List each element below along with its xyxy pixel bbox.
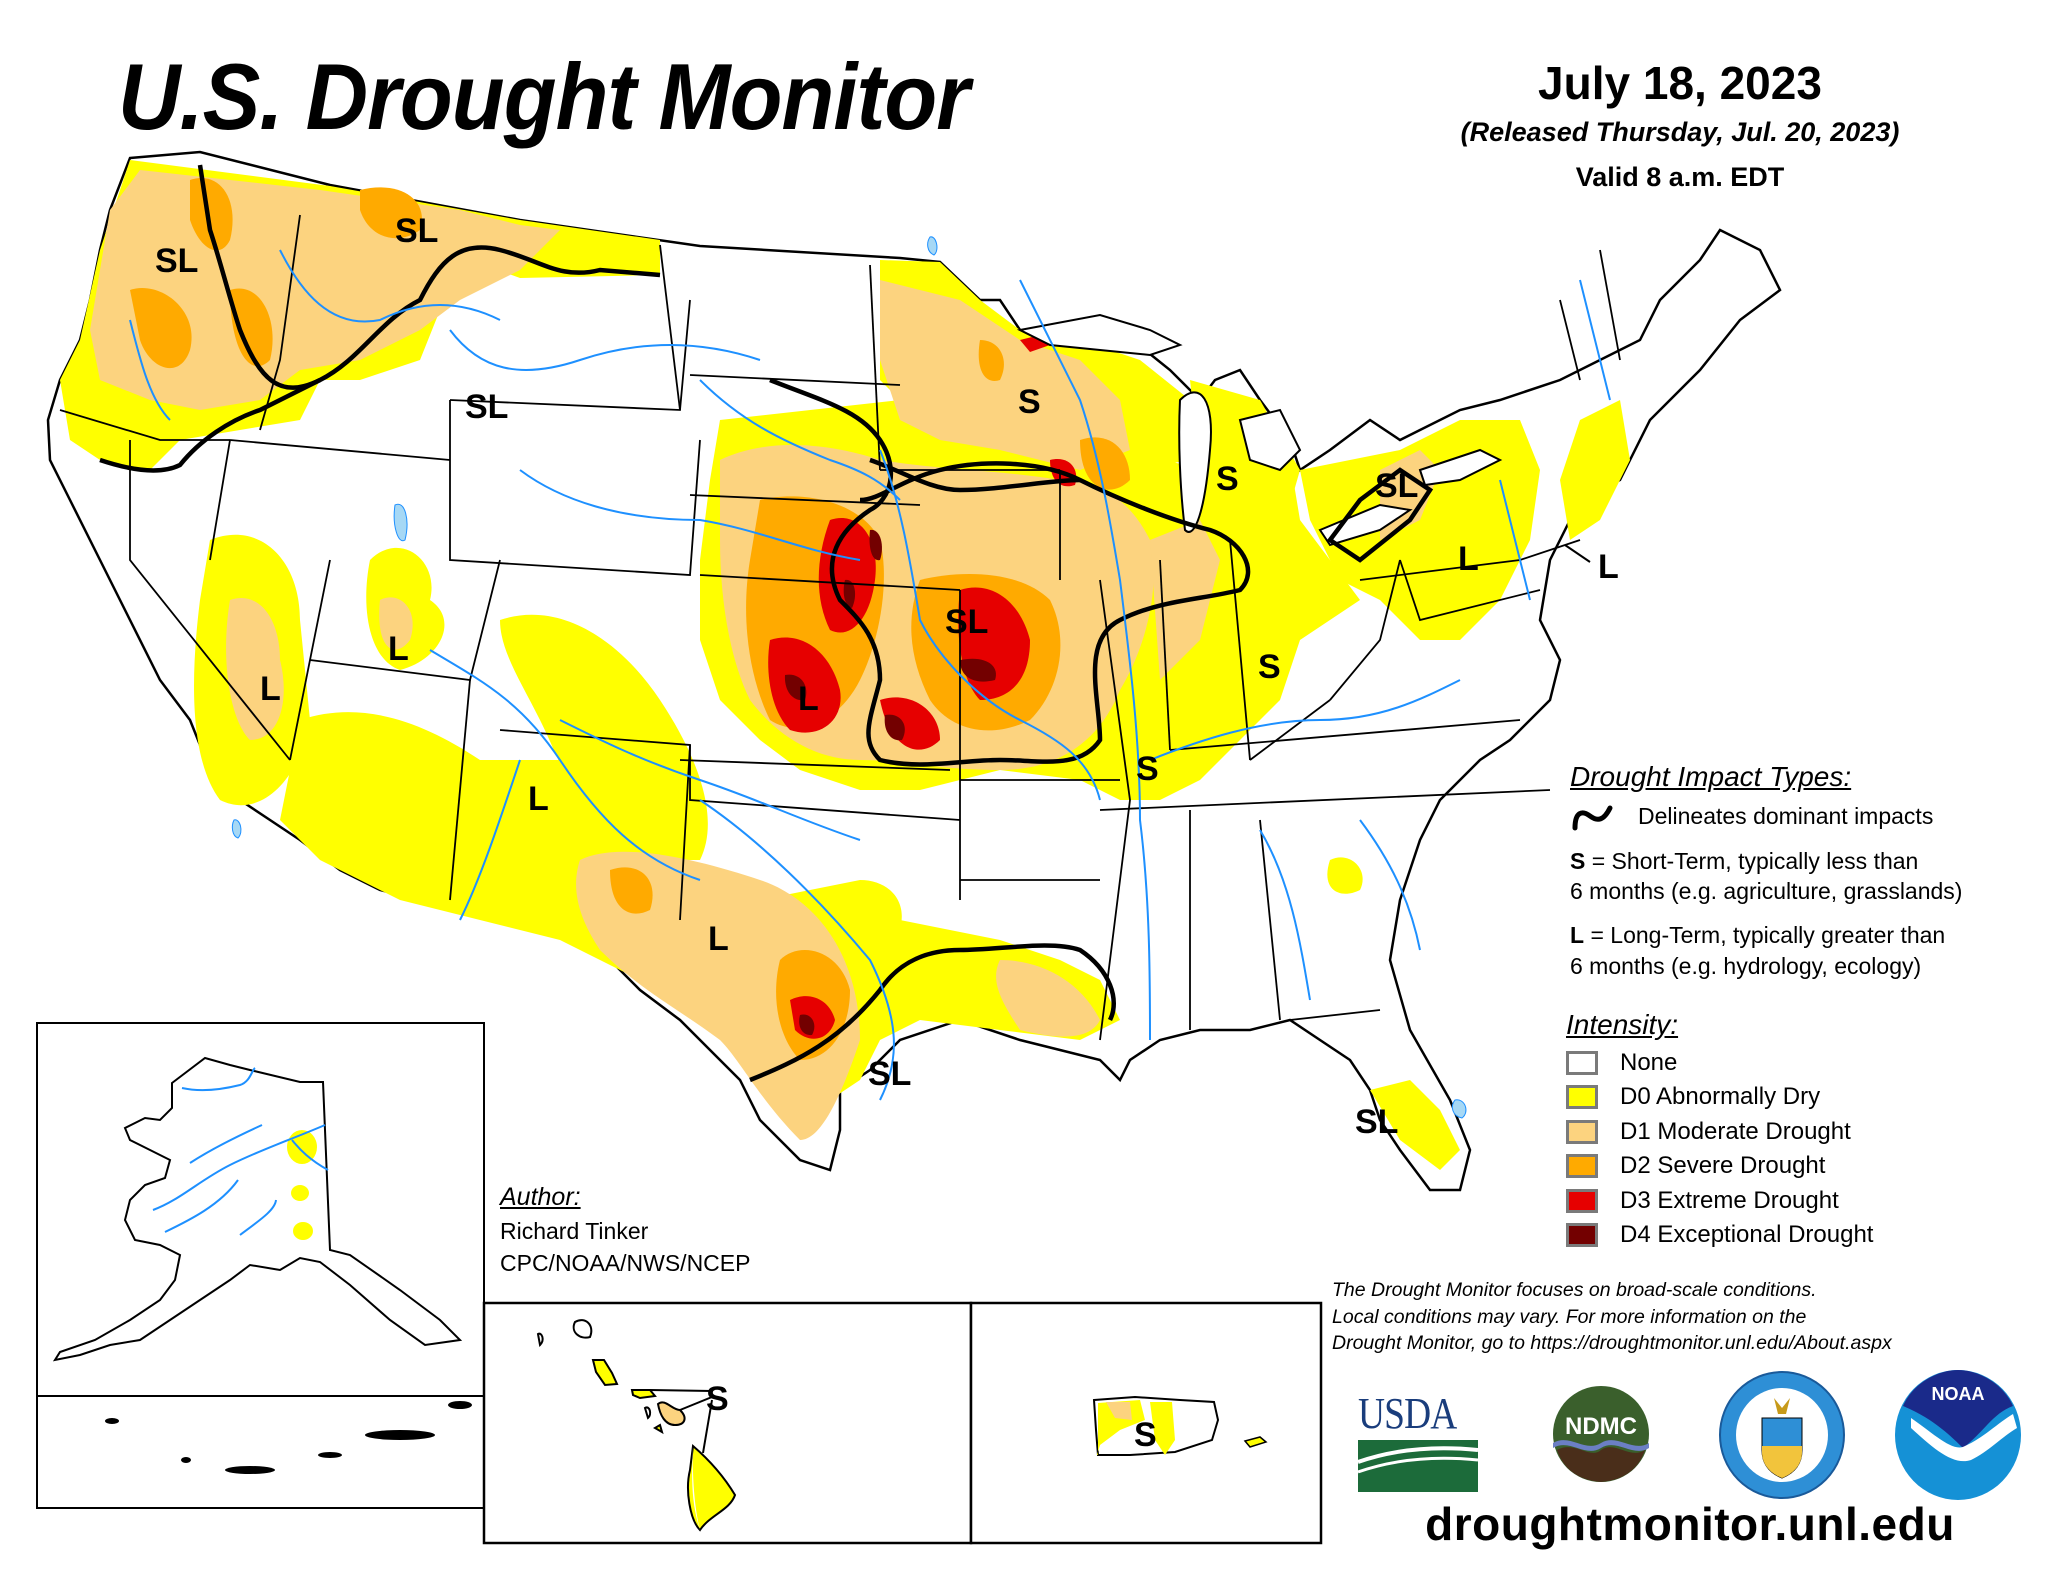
leader-line (1564, 544, 1591, 563)
impact-label: L (1458, 540, 1479, 578)
legend-item-none: None (1566, 1046, 2036, 1081)
impact-label: L (1598, 548, 1619, 586)
legend-label: None (1620, 1048, 1678, 1076)
usda-logo[interactable]: USDA (1358, 1392, 1490, 1492)
impact-label: S (1216, 460, 1239, 498)
intensity-legend-heading: Intensity: (1566, 1009, 1679, 1040)
legend-label: D4 Exceptional Drought (1620, 1221, 1874, 1249)
lakes (231, 236, 1467, 1119)
impact-label: S (1136, 750, 1159, 788)
impact-label: L (260, 670, 281, 708)
disclaimer-line: Local conditions may vary. For more info… (1332, 1305, 1807, 1328)
delineation-legend-row: Delineates dominant impacts (1570, 802, 2040, 832)
ndmc-emblem-icon: NDMC (1536, 1369, 1666, 1499)
impact-label: L (528, 780, 549, 818)
impact-label: SL (1375, 467, 1418, 505)
intensity-legend: Intensity: None D0 Abnormally Dry D1 Mod… (1566, 1008, 2036, 1253)
impact-label: SL (395, 212, 438, 250)
impact-label: S (1134, 1416, 1157, 1454)
noaa-logo[interactable]: NOAA (1893, 1368, 2023, 1502)
usda-logo-text: USDA (1358, 1389, 1457, 1438)
ndmc-text: NDMC (1565, 1413, 1637, 1440)
short-term-key: S (1570, 847, 1586, 874)
long-term-text-2: 6 months (e.g. hydrology, ecology) (1570, 952, 1922, 979)
short-term-definition: S = Short-Term, typically less than 6 mo… (1570, 846, 2040, 907)
valid-time: Valid 8 a.m. EDT (1575, 161, 1785, 192)
swatch-d2 (1566, 1154, 1598, 1179)
impact-label: SL (945, 603, 988, 641)
aleutian-islands (105, 1401, 472, 1474)
disclaimer-line: Drought Monitor, go to https://droughtmo… (1332, 1332, 1892, 1355)
legend-item-d1: D1 Moderate Drought (1566, 1115, 2036, 1150)
map-date: July 18, 2023 (1538, 57, 1822, 109)
rivers (129, 249, 1611, 1101)
impact-label: S (706, 1380, 729, 1418)
impact-label: SL (155, 242, 198, 280)
impact-label: L (798, 680, 819, 718)
disclaimer: The Drought Monitor focuses on broad-sca… (1332, 1277, 2032, 1357)
legend-item-d2: D2 Severe Drought (1566, 1149, 2036, 1184)
impact-label: SL (1355, 1103, 1398, 1141)
puerto-rico-inset: S (969, 1301, 1323, 1545)
impact-legend-heading: Drought Impact Types: (1570, 761, 1852, 792)
legend-item-d3: D3 Extreme Drought (1566, 1184, 2036, 1219)
noaa-emblem-icon: NOAA (1895, 1370, 2021, 1500)
legend-label: D0 Abnormally Dry (1620, 1083, 1821, 1111)
drought-monitor-url[interactable]: droughtmonitor.unl.edu (1425, 1498, 1955, 1550)
legend-label: D2 Severe Drought (1620, 1152, 1826, 1180)
delineation-text: Delineates dominant impacts (1638, 803, 1934, 830)
alaska-d0 (287, 1130, 317, 1240)
ndmc-logo[interactable]: NDMC (1535, 1368, 1667, 1500)
swatch-d1 (1566, 1119, 1598, 1144)
impact-label: S (1018, 383, 1041, 421)
impact-label: S (1258, 648, 1281, 686)
legend-item-d0: D0 Abnormally Dry (1566, 1080, 2036, 1115)
d4-areas (784, 529, 996, 1036)
department-of-commerce-logo[interactable] (1718, 1370, 1846, 1500)
impact-delineation-lines (99, 164, 1434, 1083)
legend-label: D3 Extreme Drought (1620, 1186, 1839, 1214)
author-name: Richard Tinker (500, 1218, 649, 1244)
legend-item-d4: D4 Exceptional Drought (1566, 1218, 2036, 1253)
impact-types-legend: Drought Impact Types: Delineates dominan… (1570, 760, 2040, 981)
author-org: CPC/NOAA/NWS/NCEP (500, 1250, 751, 1277)
short-term-text: = Short-Term, typically less than (1585, 847, 1919, 874)
legend-label: D1 Moderate Drought (1620, 1117, 1851, 1145)
great-lakes (1016, 313, 1503, 547)
swatch-d0 (1566, 1085, 1598, 1110)
usda-field-icon (1358, 1440, 1478, 1492)
release-date: (Released Thursday, Jul. 20, 2023) (1460, 116, 1900, 147)
swatch-d3 (1566, 1188, 1598, 1213)
alaska-outline (52, 1056, 463, 1362)
map-title: U.S. Drought Monitor (118, 44, 970, 149)
doc-seal-icon (1719, 1371, 1845, 1499)
impact-label: SL (868, 1055, 911, 1093)
impact-label: L (388, 630, 409, 668)
alaska-rivers (152, 1067, 329, 1236)
disclaimer-line: The Drought Monitor focuses on broad-sca… (1332, 1279, 1817, 1301)
long-term-key: L (1570, 922, 1585, 949)
noaa-text: NOAA (1932, 1384, 1985, 1404)
date-block: July 18, 2023 (Released Thursday, Jul. 2… (1380, 58, 1980, 193)
swatch-d4 (1566, 1223, 1598, 1248)
delineation-line-icon (1572, 805, 1613, 831)
impact-label: SL (465, 388, 508, 426)
long-term-definition: L = Long-Term, typically greater than 6 … (1570, 920, 2040, 981)
impact-label: L (708, 920, 729, 958)
author-block: Author: Richard Tinker CPC/NOAA/NWS/NCEP (500, 1180, 750, 1279)
short-term-text-2: 6 months (e.g. agriculture, grasslands) (1570, 877, 1963, 904)
hawaii-inset: S (482, 1301, 973, 1545)
long-term-text: = Long-Term, typically greater than (1584, 922, 1946, 949)
alaska-inset (36, 1022, 485, 1509)
conus-map: SL SL SL L L L L L SL S S S S SL L L SL … (46, 150, 1782, 1192)
impact-labels: SL SL SL L L L L L SL S S S S SL L L SL … (155, 212, 1619, 1141)
swatch-none (1566, 1050, 1598, 1075)
author-heading: Author: (500, 1183, 581, 1211)
